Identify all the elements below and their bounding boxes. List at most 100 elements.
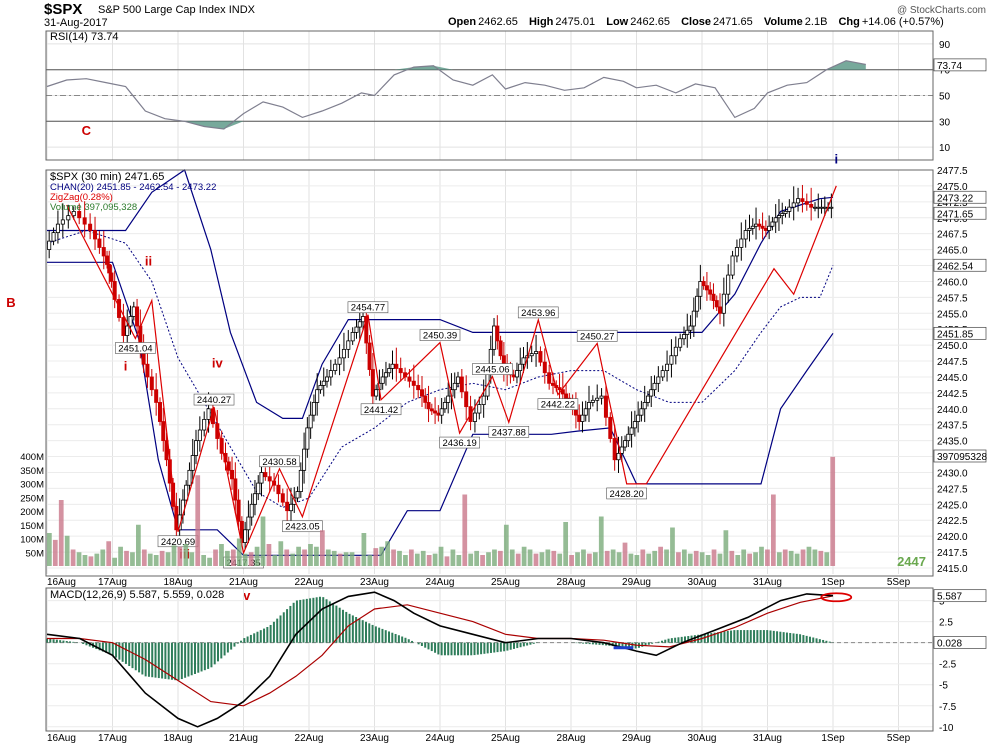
pivot-label-box [517, 306, 559, 319]
volume-bar [646, 553, 652, 566]
price-candle [357, 321, 362, 328]
macd-tick-label: -5 [939, 681, 948, 692]
x-tick-label: 1Sep [821, 577, 845, 588]
volume-bar [705, 555, 711, 566]
price-candle [194, 440, 199, 456]
price-candle [492, 325, 497, 350]
price-candle [701, 281, 706, 287]
volume-bar [664, 549, 669, 566]
price-candle [164, 440, 169, 461]
volume-bar [118, 546, 123, 566]
volume-last-value-box [933, 449, 987, 463]
price-candle [660, 370, 665, 378]
price-panel: 2415.0 2417.5 2420.0 2422.5 2425.0 2427.5 2430… [6, 123, 987, 603]
pivot-label: 2430.58 [262, 457, 296, 468]
rsi-frame [45, 30, 934, 161]
price-candle [616, 452, 621, 461]
volume-bar [177, 546, 183, 566]
rsi-last-value-box [933, 58, 987, 72]
price-candle [230, 469, 235, 480]
price-candle [481, 395, 486, 405]
price-candle [780, 213, 785, 217]
price-candle [776, 215, 781, 219]
price-candle [416, 385, 421, 391]
price-candle [542, 361, 547, 374]
ohlc-summary: Open 2462.65 High 2475.01 Low 2462.65 Close… [448, 16, 944, 28]
price-candle [688, 325, 693, 331]
macd-x-tick-label: 21Aug [229, 733, 258, 744]
wave-label: v [243, 588, 251, 603]
price-legend-item: ZigZag(0.28%) [50, 192, 113, 203]
volume-tick-label: 300M [20, 480, 44, 491]
volume-bar [782, 549, 788, 566]
price-candle [77, 210, 82, 219]
price-candle [101, 247, 106, 257]
price-candle [642, 402, 647, 410]
volume-bar [343, 552, 349, 566]
price-candle [557, 387, 562, 391]
price-candle [107, 264, 112, 274]
price-candle [590, 399, 595, 403]
price-candle [390, 363, 395, 369]
price-candle [685, 329, 690, 335]
rsi-tick-label: 10 [939, 143, 951, 154]
symbol-title: $SPX [44, 1, 83, 18]
volume-bar [539, 552, 545, 566]
close-value: 2471.65 [713, 16, 753, 28]
price-candle [452, 382, 457, 391]
price-candle [518, 363, 523, 371]
volume-bar [634, 555, 640, 566]
change-label: Chg [838, 16, 860, 28]
price-tick-label: 2457.5 [937, 293, 968, 304]
wave-label: i [834, 152, 838, 167]
pivot-label: 2451.04 [118, 343, 152, 354]
volume-bar [438, 546, 444, 566]
volume-bar [136, 524, 141, 566]
price-candle [800, 198, 805, 202]
price-candle [577, 414, 582, 422]
price-candle [464, 391, 469, 408]
price-candle [580, 414, 585, 422]
price-candle [236, 499, 241, 522]
price-candle [206, 408, 211, 420]
volume-bar [130, 552, 135, 566]
price-candle [704, 285, 709, 291]
price-candle [88, 223, 93, 231]
macd-line [46, 591, 834, 728]
volume-bar [788, 550, 794, 566]
pivot-label: 2454.77 [351, 303, 385, 314]
volume-tick-label: 50M [26, 548, 45, 559]
price-candle [498, 340, 503, 357]
price-candle [298, 469, 303, 492]
macd-x-tick-label: 16Aug [47, 733, 76, 744]
price-candle [773, 217, 778, 223]
price-axis-tag-box [933, 326, 987, 340]
x-tick-label: 31Aug [753, 577, 782, 588]
high-value: 2475.01 [555, 16, 596, 28]
price-candle [678, 338, 683, 348]
pivot-label-box [419, 329, 461, 341]
price-candle [477, 404, 482, 414]
volume-bar [379, 546, 385, 566]
price-tick-label: 2465.0 [937, 246, 968, 257]
price-candle [796, 198, 801, 204]
volume-bar [776, 552, 782, 566]
price-tick-label: 2425.0 [937, 500, 968, 511]
pivot-label: 2453.96 [521, 308, 555, 319]
price-candle [308, 414, 313, 429]
x-tick-label: 16Aug [47, 577, 76, 588]
wave-label: iv [212, 355, 224, 370]
volume-bar [498, 550, 503, 566]
price-candle [93, 230, 98, 240]
price-candle [763, 227, 768, 231]
volume-bar [88, 556, 94, 566]
price-axis-tag-box [933, 258, 987, 272]
price-candle [534, 351, 539, 355]
pivot-label: 2450.39 [423, 331, 457, 342]
price-candle [354, 326, 359, 333]
price-candle [812, 206, 817, 209]
volume-bar [652, 550, 658, 566]
price-candle [333, 363, 338, 371]
volume-bar [414, 553, 420, 566]
volume-bar [325, 549, 331, 566]
